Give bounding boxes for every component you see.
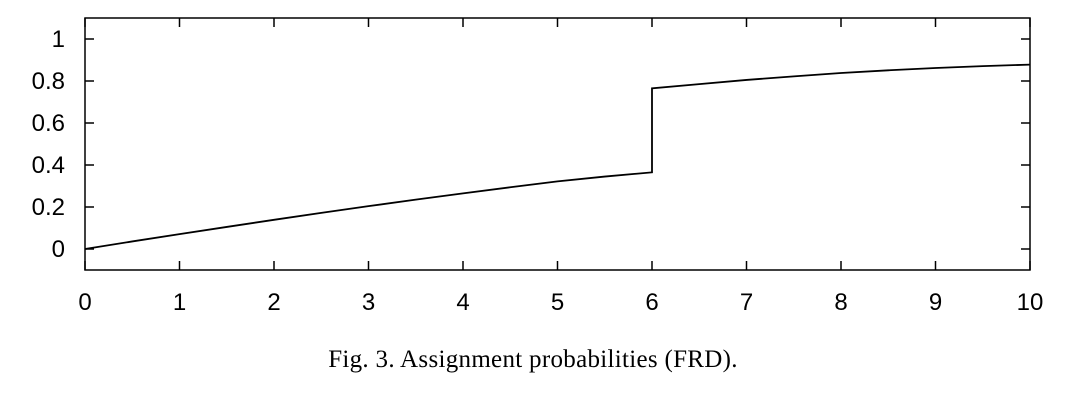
x-tick-label: 10 [1017, 289, 1044, 316]
y-tick-label: 0.2 [32, 194, 65, 221]
x-tick-label: 1 [173, 289, 186, 316]
y-tick-label: 0.4 [32, 152, 65, 179]
x-tick-label: 2 [267, 289, 280, 316]
plot-frame [84, 17, 1031, 271]
x-tick-label: 6 [645, 289, 658, 316]
x-tick-label: 9 [929, 289, 942, 316]
y-tick-label: 1 [52, 26, 65, 53]
chart: 0 1 2 3 4 5 6 7 8 9 10 0 0.2 0.4 0.6 0.8 1 [32, 17, 1043, 316]
x-tick-label: 3 [362, 289, 375, 316]
series-line [84, 63, 1031, 250]
x-tick-label: 0 [78, 289, 91, 316]
x-axis: 0 1 2 3 4 5 6 7 8 9 10 [78, 18, 1043, 316]
y-tick-label: 0 [52, 236, 65, 263]
y-tick-label: 0.8 [32, 68, 65, 95]
x-tick-label: 5 [551, 289, 564, 316]
x-tick-label: 4 [456, 289, 469, 316]
y-tick-label: 0.6 [32, 110, 65, 137]
y-axis: 0 0.2 0.4 0.6 0.8 1 [32, 26, 1030, 263]
figure-caption: Fig. 3. Assignment probabilities (FRD). [328, 346, 738, 373]
x-tick-label: 8 [834, 289, 847, 316]
x-tick-label: 7 [740, 289, 753, 316]
